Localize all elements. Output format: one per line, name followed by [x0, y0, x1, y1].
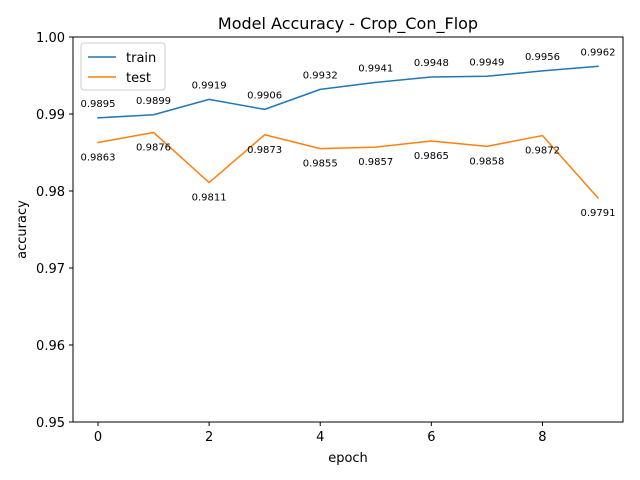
- data-label-train: 0.9932: [303, 70, 338, 81]
- data-labels: 0.9895 0.9899 0.9919 0.9906 0.9932 0.9941 0.99…: [81, 47, 616, 219]
- y-tick-label: 0.97: [36, 262, 65, 277]
- x-tick-label: 4: [316, 430, 324, 445]
- y-tick-label: 1.00: [36, 31, 65, 46]
- data-label-train: 0.9956: [525, 52, 560, 63]
- legend-train-label: train: [126, 51, 156, 66]
- data-label-test: 0.9811: [192, 193, 227, 204]
- legend-test-label: test: [126, 71, 151, 86]
- y-tick-label: 0.96: [36, 339, 65, 354]
- data-label-test: 0.9858: [469, 156, 504, 167]
- x-axis-label: epoch: [328, 451, 368, 466]
- data-label-train: 0.9962: [581, 47, 616, 58]
- series-line-test: [97, 131, 600, 199]
- y-axis-label: accuracy: [15, 200, 30, 259]
- data-label-train: 0.9949: [469, 57, 504, 68]
- axis-ticks: 0 2 4 6 8 0.95 0.96 0.97 0.98 0.99 1.00: [36, 31, 547, 445]
- y-tick-label: 0.98: [36, 185, 65, 200]
- x-tick-label: 0: [94, 430, 102, 445]
- data-label-test: 0.9857: [358, 157, 393, 168]
- chart-title: Model Accuracy - Crop_Con_Flop: [218, 14, 478, 34]
- data-label-test: 0.9873: [247, 145, 282, 156]
- data-label-train: 0.9899: [136, 96, 171, 107]
- x-tick-label: 8: [538, 430, 546, 445]
- x-tick-label: 2: [205, 430, 213, 445]
- data-label-test: 0.9872: [525, 146, 560, 157]
- data-label-train: 0.9906: [247, 90, 282, 101]
- y-tick-label: 0.99: [36, 108, 65, 123]
- data-label-test: 0.9855: [303, 159, 338, 170]
- data-label-train: 0.9948: [414, 58, 449, 69]
- data-label-test: 0.9865: [414, 151, 449, 162]
- data-label-test: 0.9863: [81, 152, 116, 163]
- plot-frame: [72, 36, 624, 423]
- x-tick-label: 6: [427, 430, 435, 445]
- data-label-train: 0.9919: [192, 80, 227, 91]
- data-label-train: 0.9895: [81, 99, 116, 110]
- series-line-train: [97, 65, 599, 119]
- legend-box: [80, 42, 166, 91]
- data-label-test: 0.9876: [136, 142, 171, 153]
- series-lines: [97, 65, 600, 199]
- data-label-train: 0.9941: [358, 63, 393, 74]
- data-label-test: 0.9791: [581, 208, 616, 219]
- y-tick-label: 0.95: [36, 416, 65, 431]
- legend: train test: [80, 42, 166, 91]
